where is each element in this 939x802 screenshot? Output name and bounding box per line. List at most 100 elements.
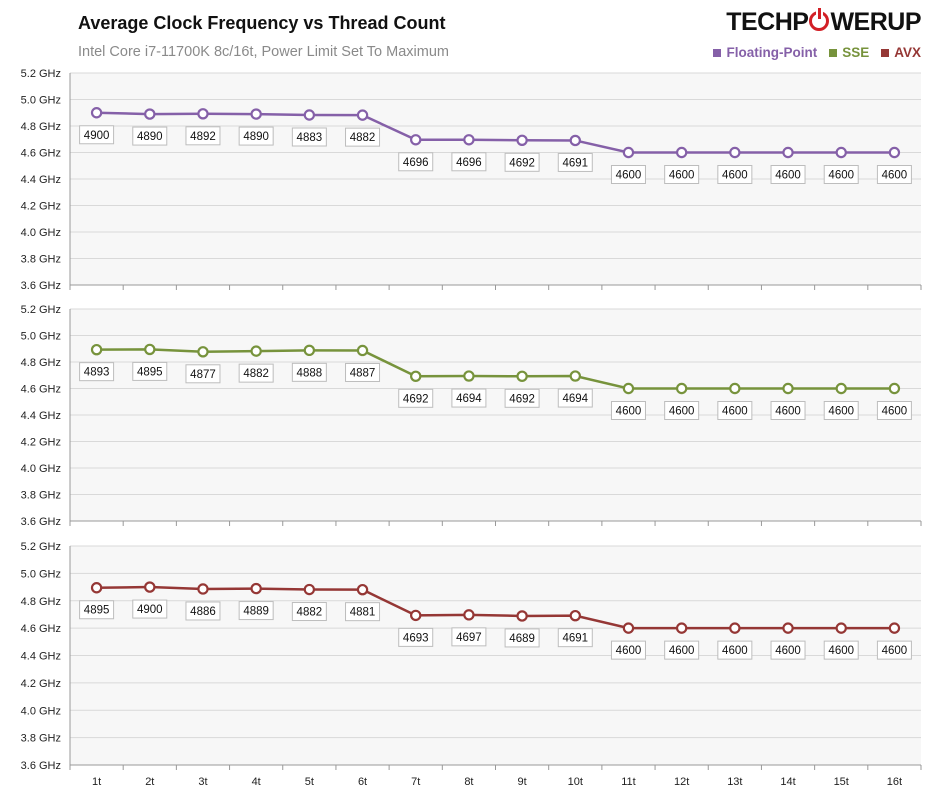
x-tick-label: 15t	[834, 776, 849, 788]
data-label-floating-point: 4692	[509, 157, 535, 169]
data-label-floating-point: 4600	[722, 170, 748, 182]
data-label-box	[132, 126, 168, 146]
logo-text-right: WERUP	[830, 8, 921, 36]
data-label-floating-point: 4600	[828, 170, 854, 182]
data-label-box	[504, 388, 540, 408]
data-label-sse: 4600	[775, 406, 801, 418]
data-point-floating-point	[356, 109, 369, 121]
series-line-sse	[96, 348, 895, 390]
y-tick-label: 4.6 GHz	[21, 623, 61, 635]
data-label-box	[345, 127, 381, 147]
data-label-box	[610, 165, 646, 184]
y-tick-label: 4.6 GHz	[21, 384, 61, 396]
y-tick-label: 4.6 GHz	[21, 148, 61, 160]
series-line-floating-point	[96, 111, 895, 154]
data-label-box	[717, 640, 753, 660]
data-label-sse: 4877	[190, 369, 216, 381]
legend-swatch-avx	[881, 48, 890, 57]
data-label-sse: 4600	[669, 406, 695, 418]
data-label-sse: 4600	[616, 406, 642, 418]
data-point-sse	[569, 370, 581, 382]
y-tick-label: 3.8 GHz	[21, 254, 61, 266]
data-label-avx: 4697	[456, 632, 482, 644]
data-point-sse	[622, 382, 635, 395]
data-point-avx	[410, 609, 422, 622]
data-point-floating-point	[303, 109, 316, 121]
data-point-sse	[782, 382, 794, 395]
data-point-sse	[888, 382, 901, 395]
data-point-avx	[356, 583, 369, 596]
data-label-box	[876, 401, 912, 420]
data-label-sse: 4694	[562, 393, 588, 405]
data-label-floating-point: 4883	[297, 132, 323, 144]
data-point-floating-point	[782, 146, 794, 159]
data-label-box	[238, 363, 274, 383]
x-tick-label: 3t	[198, 776, 207, 788]
data-label-box	[770, 401, 806, 420]
data-label-box	[238, 601, 274, 621]
data-label-box	[291, 127, 327, 147]
data-label-sse: 4692	[509, 393, 535, 405]
data-label-box	[664, 165, 700, 184]
legend-label-avx: AVX	[894, 45, 921, 60]
y-tick-label: 5.0 GHz	[21, 568, 61, 580]
data-label-avx: 4889	[243, 606, 269, 618]
y-tick-label: 4.8 GHz	[21, 357, 61, 369]
data-point-avx	[622, 622, 635, 634]
y-tick-label: 3.8 GHz	[21, 733, 61, 745]
y-tick-label: 4.8 GHz	[21, 596, 61, 608]
data-label-box	[79, 362, 115, 382]
data-label-floating-point: 4600	[775, 170, 801, 182]
data-label-box	[610, 640, 646, 660]
y-tick-label: 4.4 GHz	[21, 410, 61, 422]
y-tick-label: 4.0 GHz	[21, 463, 61, 475]
y-tick-label: 5.2 GHz	[21, 304, 61, 316]
data-point-sse	[144, 343, 156, 356]
x-tick-label: 13t	[727, 776, 742, 788]
data-label-avx: 4600	[882, 645, 908, 657]
data-label-box	[451, 388, 487, 408]
data-point-avx	[729, 622, 741, 634]
data-label-box	[504, 152, 540, 172]
data-label-box	[876, 165, 912, 184]
x-tick-label: 8t	[464, 776, 473, 788]
data-label-box	[823, 165, 859, 184]
data-label-avx: 4881	[350, 607, 376, 619]
data-point-floating-point	[250, 108, 262, 120]
data-label-floating-point: 4600	[882, 170, 908, 182]
y-tick-label: 4.0 GHz	[21, 227, 61, 239]
x-tick-label: 9t	[518, 776, 527, 788]
data-label-avx: 4691	[562, 633, 588, 645]
data-label-box	[79, 600, 115, 620]
logo-text-left: TECHP	[726, 8, 809, 36]
x-tick-label: 14t	[780, 776, 795, 788]
data-point-sse	[356, 344, 369, 357]
data-label-box	[823, 640, 859, 660]
data-label-avx: 4600	[722, 645, 748, 657]
data-label-floating-point: 4890	[137, 131, 163, 143]
legend-item-avx: AVX	[881, 45, 921, 60]
series-line-avx	[96, 585, 895, 630]
y-tick-label: 4.4 GHz	[21, 651, 61, 663]
legend-swatch-floating-point	[713, 48, 722, 57]
data-point-floating-point	[729, 146, 741, 159]
techpowerup-logo: TECHP WERUP	[726, 8, 921, 37]
data-label-box	[664, 640, 700, 660]
data-point-floating-point	[675, 146, 688, 159]
power-icon	[809, 8, 830, 31]
y-tick-label: 3.6 GHz	[21, 516, 61, 528]
data-label-avx: 4895	[84, 605, 110, 617]
x-tick-label: 6t	[358, 776, 367, 788]
data-label-avx: 4882	[297, 607, 323, 619]
data-point-sse	[675, 382, 688, 395]
data-label-box	[291, 362, 327, 382]
data-label-box	[132, 599, 168, 619]
data-label-sse: 4882	[243, 368, 269, 380]
data-label-box	[717, 165, 753, 184]
data-point-avx	[569, 609, 581, 622]
legend: Floating-Point SSE AVX	[713, 45, 921, 60]
y-tick-label: 3.8 GHz	[21, 490, 61, 502]
data-point-sse	[197, 346, 209, 358]
x-tick-label: 1t	[92, 776, 101, 788]
